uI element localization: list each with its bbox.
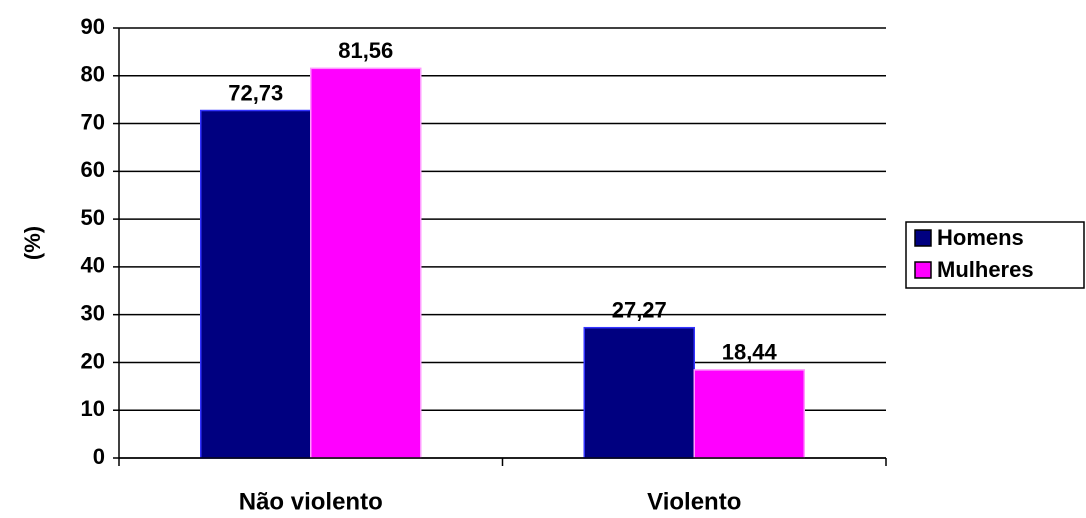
y-tick-label: 70	[81, 109, 105, 134]
data-label: 18,44	[722, 340, 778, 365]
y-tick-label: 80	[81, 62, 105, 87]
legend-box	[905, 221, 1085, 289]
y-tick-label: 60	[81, 157, 105, 182]
legend-swatch	[914, 261, 932, 279]
data-label: 27,27	[612, 298, 667, 323]
y-tick-label: 40	[81, 253, 105, 278]
y-tick-label: 20	[81, 348, 105, 373]
y-axis-label: (%)	[20, 226, 45, 260]
bar	[693, 369, 805, 459]
legend-label: Mulheres	[937, 257, 1034, 282]
data-label: 72,73	[228, 80, 283, 105]
data-label: 81,56	[338, 38, 393, 63]
x-tick-label: Violento	[647, 488, 741, 515]
bar	[200, 109, 312, 459]
y-tick-label: 90	[81, 14, 105, 39]
x-tick-label: Não violento	[239, 488, 383, 515]
legend-label: Homens	[937, 225, 1024, 250]
y-tick-label: 10	[81, 396, 105, 421]
y-tick-label: 50	[81, 205, 105, 230]
bar	[583, 326, 695, 459]
y-tick-label: 0	[93, 444, 105, 469]
y-tick-label: 30	[81, 300, 105, 325]
bar	[310, 67, 422, 459]
legend-swatch	[914, 229, 932, 247]
